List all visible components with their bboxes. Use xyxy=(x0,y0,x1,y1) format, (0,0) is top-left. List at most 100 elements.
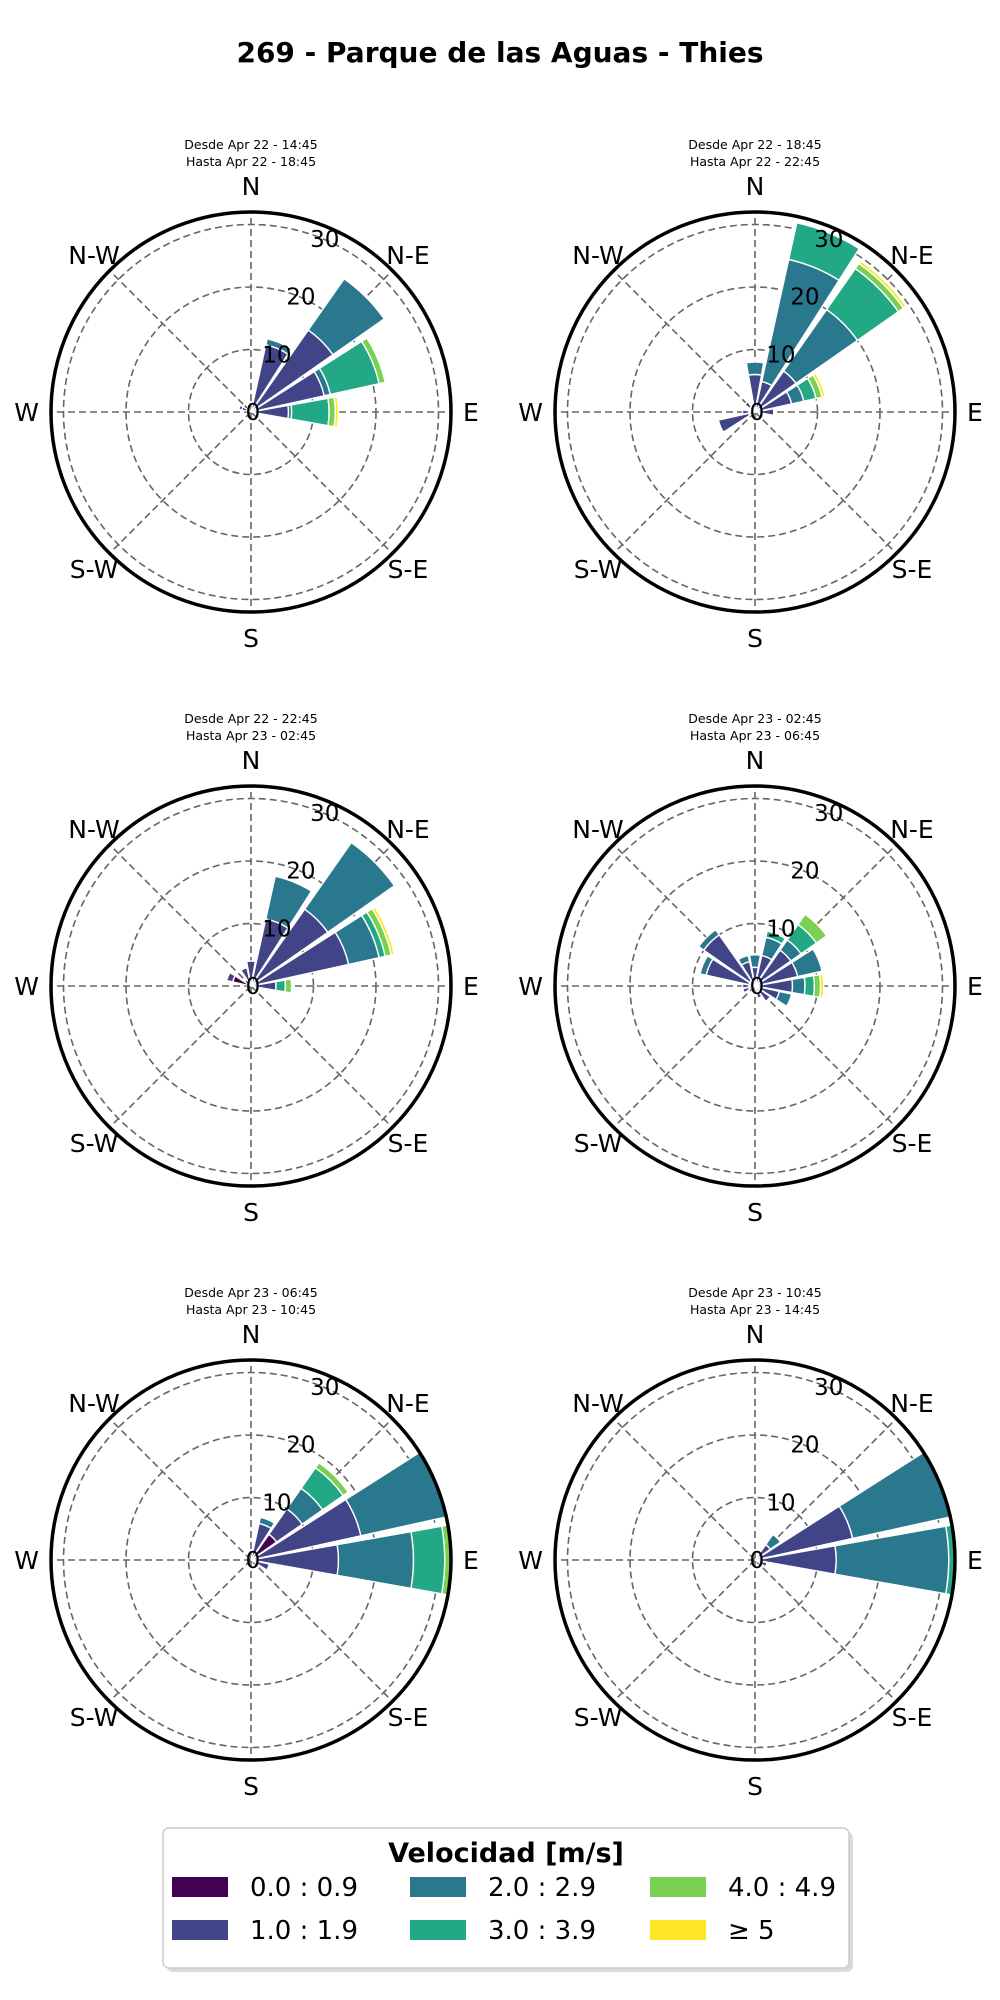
direction-label: S-E xyxy=(388,555,429,584)
wind-bar-segment xyxy=(764,930,787,945)
radial-tick-label: 10 xyxy=(766,916,795,942)
radial-tick-label: 20 xyxy=(790,285,819,311)
wind-bar-segment xyxy=(239,966,251,982)
panel-subtitle-to: Hasta Apr 22 - 22:45 xyxy=(690,154,820,169)
radial-tick-label: 0 xyxy=(750,1548,765,1574)
wind-rose-panels: Desde Apr 22 - 14:45 Hasta Apr 22 - 18:45… xyxy=(14,137,983,1801)
direction-label: N-E xyxy=(890,241,934,270)
direction-label: N xyxy=(242,746,261,775)
radial-gridline xyxy=(754,1559,897,1702)
radial-tick-label: 30 xyxy=(814,1375,843,1401)
ring-gridline xyxy=(62,223,440,601)
radial-gridline xyxy=(250,411,393,554)
radial-tick-label: 20 xyxy=(790,1433,819,1459)
legend: Velocidad [m/s] 0.0 : 0.9 1.0 : 1.9 2.0 : … xyxy=(162,1827,853,1972)
wind-bar-segment xyxy=(225,971,237,983)
panel-subtitle-from: Desde Apr 23 - 06:45 xyxy=(184,1285,317,1300)
radial-gridline xyxy=(754,1418,897,1561)
wind-bar-segment xyxy=(237,404,245,411)
direction-label: E xyxy=(463,972,479,1001)
panel-subtitle-from: Desde Apr 22 - 14:45 xyxy=(184,137,317,152)
wind-bar-segment xyxy=(258,1516,276,1530)
direction-label: S xyxy=(747,624,763,653)
wind-rose-panel-6: Desde Apr 23 - 10:45 Hasta Apr 23 - 14:45… xyxy=(518,1285,983,1801)
direction-label: N xyxy=(242,1320,261,1349)
wind-bar-segment xyxy=(264,337,293,356)
direction-label: S-W xyxy=(70,1703,119,1732)
direction-label: N-W xyxy=(572,815,623,844)
radial-gridline xyxy=(109,985,252,1128)
wind-bar-segment xyxy=(303,841,396,934)
radial-tick-label: 10 xyxy=(262,1490,291,1516)
wind-rose-panel-5: Desde Apr 23 - 06:45 Hasta Apr 23 - 10:45… xyxy=(14,1285,479,1801)
panel-subtitle-to: Hasta Apr 23 - 14:45 xyxy=(690,1302,820,1317)
radial-tick-label: 0 xyxy=(750,400,765,426)
direction-label: S-E xyxy=(892,555,933,584)
wind-bar-segment xyxy=(242,403,252,413)
radial-tick-label: 10 xyxy=(766,342,795,368)
direction-label: W xyxy=(14,972,39,1001)
wind-bar-segment xyxy=(307,277,386,356)
radial-tick-label: 30 xyxy=(310,801,339,827)
direction-label: N-W xyxy=(68,1389,119,1418)
radial-gridline xyxy=(754,985,897,1128)
direction-label: S-E xyxy=(892,1703,933,1732)
panel-subtitle-to: Hasta Apr 23 - 10:45 xyxy=(186,1302,316,1317)
radial-gridline xyxy=(109,1559,252,1702)
wind-rose-panel-3: Desde Apr 22 - 22:45 Hasta Apr 23 - 02:45… xyxy=(14,711,479,1227)
ring-gridline xyxy=(125,286,377,538)
ring-gridline xyxy=(566,223,944,601)
panel-subtitle-from: Desde Apr 23 - 02:45 xyxy=(688,711,821,726)
radial-tick-label: 20 xyxy=(286,285,315,311)
wind-bar-segment xyxy=(803,974,816,998)
direction-label: S xyxy=(243,1198,259,1227)
direction-label: S-W xyxy=(574,555,623,584)
wind-bar-segment xyxy=(818,973,825,999)
legend-swatch xyxy=(410,1877,466,1897)
wind-rose-panel-4: Desde Apr 23 - 02:45 Hasta Apr 23 - 06:45… xyxy=(518,711,983,1227)
direction-label: N-W xyxy=(68,815,119,844)
wind-bar-segment xyxy=(754,1559,769,1568)
wind-bar-segment xyxy=(838,1451,952,1540)
wind-bar-segment xyxy=(743,400,753,410)
wind-bar-segment xyxy=(264,875,313,930)
legend-swatch xyxy=(650,1877,706,1897)
direction-label: S-E xyxy=(388,1129,429,1158)
wind-bar-segment xyxy=(699,954,714,977)
direction-label: W xyxy=(14,1546,39,1575)
direction-label: S-W xyxy=(574,1129,623,1158)
wind-bar-segment xyxy=(250,1533,278,1561)
wind-bar-segment xyxy=(360,337,387,385)
radial-gridline xyxy=(250,1559,393,1702)
legend-swatch xyxy=(172,1920,228,1940)
polar-frame xyxy=(49,1358,453,1762)
radial-gridline xyxy=(109,411,252,554)
direction-label: S-W xyxy=(574,1703,623,1732)
wind-bar-segment xyxy=(745,361,765,376)
legend-label: ≥ 5 xyxy=(728,1916,775,1946)
wind-bar-segment xyxy=(250,1559,271,1572)
legend-label: 4.0 : 4.9 xyxy=(728,1873,836,1903)
radial-gridline xyxy=(109,844,252,987)
radial-gridline xyxy=(250,985,393,1128)
polar-frame xyxy=(553,210,957,614)
direction-label: N-E xyxy=(890,815,934,844)
panel-subtitle-to: Hasta Apr 23 - 06:45 xyxy=(690,728,820,743)
direction-label: S xyxy=(243,624,259,653)
wind-bar-segment xyxy=(754,407,775,417)
direction-label: N xyxy=(746,746,765,775)
wind-bar-segment xyxy=(811,372,827,399)
polar-frame xyxy=(49,210,453,614)
radial-tick-label: 30 xyxy=(814,227,843,253)
panel-subtitle-from: Desde Apr 23 - 10:45 xyxy=(688,1285,821,1300)
legend-label: 0.0 : 0.9 xyxy=(250,1873,358,1903)
panel-subtitle-to: Hasta Apr 22 - 18:45 xyxy=(186,154,316,169)
legend-label: 3.0 : 3.9 xyxy=(488,1916,596,1946)
radial-gridline xyxy=(109,270,252,413)
legend-label: 2.0 : 2.9 xyxy=(488,1873,596,1903)
direction-label: W xyxy=(518,1546,543,1575)
wind-bar-segment xyxy=(697,928,721,952)
ring-gridline xyxy=(62,797,440,1175)
radial-tick-label: 20 xyxy=(286,1433,315,1459)
radial-tick-label: 20 xyxy=(790,859,819,885)
